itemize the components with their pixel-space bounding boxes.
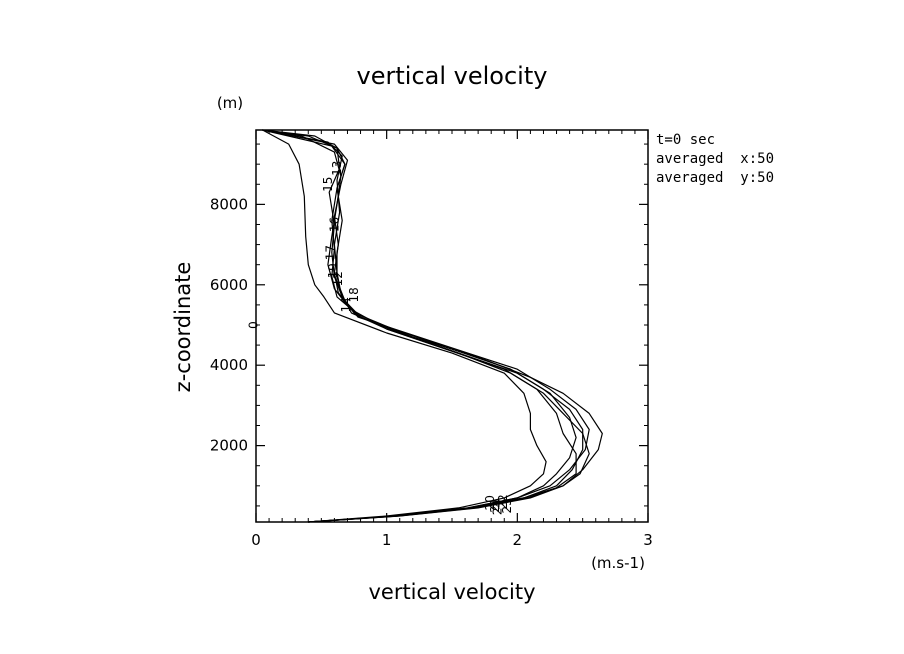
curve-label: 18 xyxy=(347,287,361,302)
info-box: t=0 sec averaged x:50 averaged y:50 xyxy=(656,132,774,186)
x-tick-label: 3 xyxy=(643,531,653,549)
series-line-7 xyxy=(262,129,590,523)
x-unit-label: (m.s-1) xyxy=(591,554,645,572)
curve-label: 17 xyxy=(323,245,337,260)
series-line-1 xyxy=(262,129,547,523)
axis-ticks xyxy=(255,130,649,522)
series-line-3 xyxy=(262,129,603,523)
curve-label: 16 xyxy=(327,217,341,232)
curve-label: 14 xyxy=(339,297,353,312)
x-tick-label: 2 xyxy=(513,531,523,549)
curve-label: 0 xyxy=(246,321,260,329)
x-tick-label: 1 xyxy=(382,531,392,549)
info-line-avg-y: averaged y:50 xyxy=(656,170,774,186)
curve-label: 22 xyxy=(496,494,510,509)
y-tick-label: 2000 xyxy=(210,437,248,455)
x-axis-label: vertical velocity xyxy=(368,580,535,604)
curve-label: 15 xyxy=(321,177,335,192)
y-tick-label: 8000 xyxy=(210,195,248,213)
series-line-2 xyxy=(262,129,577,523)
series-line-5 xyxy=(262,129,577,523)
curve-label: 20 xyxy=(483,495,497,510)
y-tick-label: 4000 xyxy=(210,356,248,374)
curve-label: 12 xyxy=(331,271,345,286)
series-group xyxy=(262,129,603,523)
curve-label: 21 xyxy=(488,497,502,512)
y-tick-label: 6000 xyxy=(210,276,248,294)
x-tick-label: 0 xyxy=(251,531,261,549)
series-line-6 xyxy=(262,129,590,523)
curve-label: 13 xyxy=(330,161,344,176)
curve-label: 23 xyxy=(500,498,514,513)
y-axis-label: z-coordinate xyxy=(171,262,195,393)
y-unit-label: (m) xyxy=(217,94,243,112)
chart-title: vertical velocity xyxy=(357,62,548,90)
curve-label: 19 xyxy=(326,263,340,278)
curve-label: 24 xyxy=(491,500,505,515)
info-line-avg-x: averaged x:50 xyxy=(656,151,774,167)
series-line-4 xyxy=(262,129,584,523)
plot-frame xyxy=(255,129,649,523)
info-line-time: t=0 sec xyxy=(656,132,715,148)
